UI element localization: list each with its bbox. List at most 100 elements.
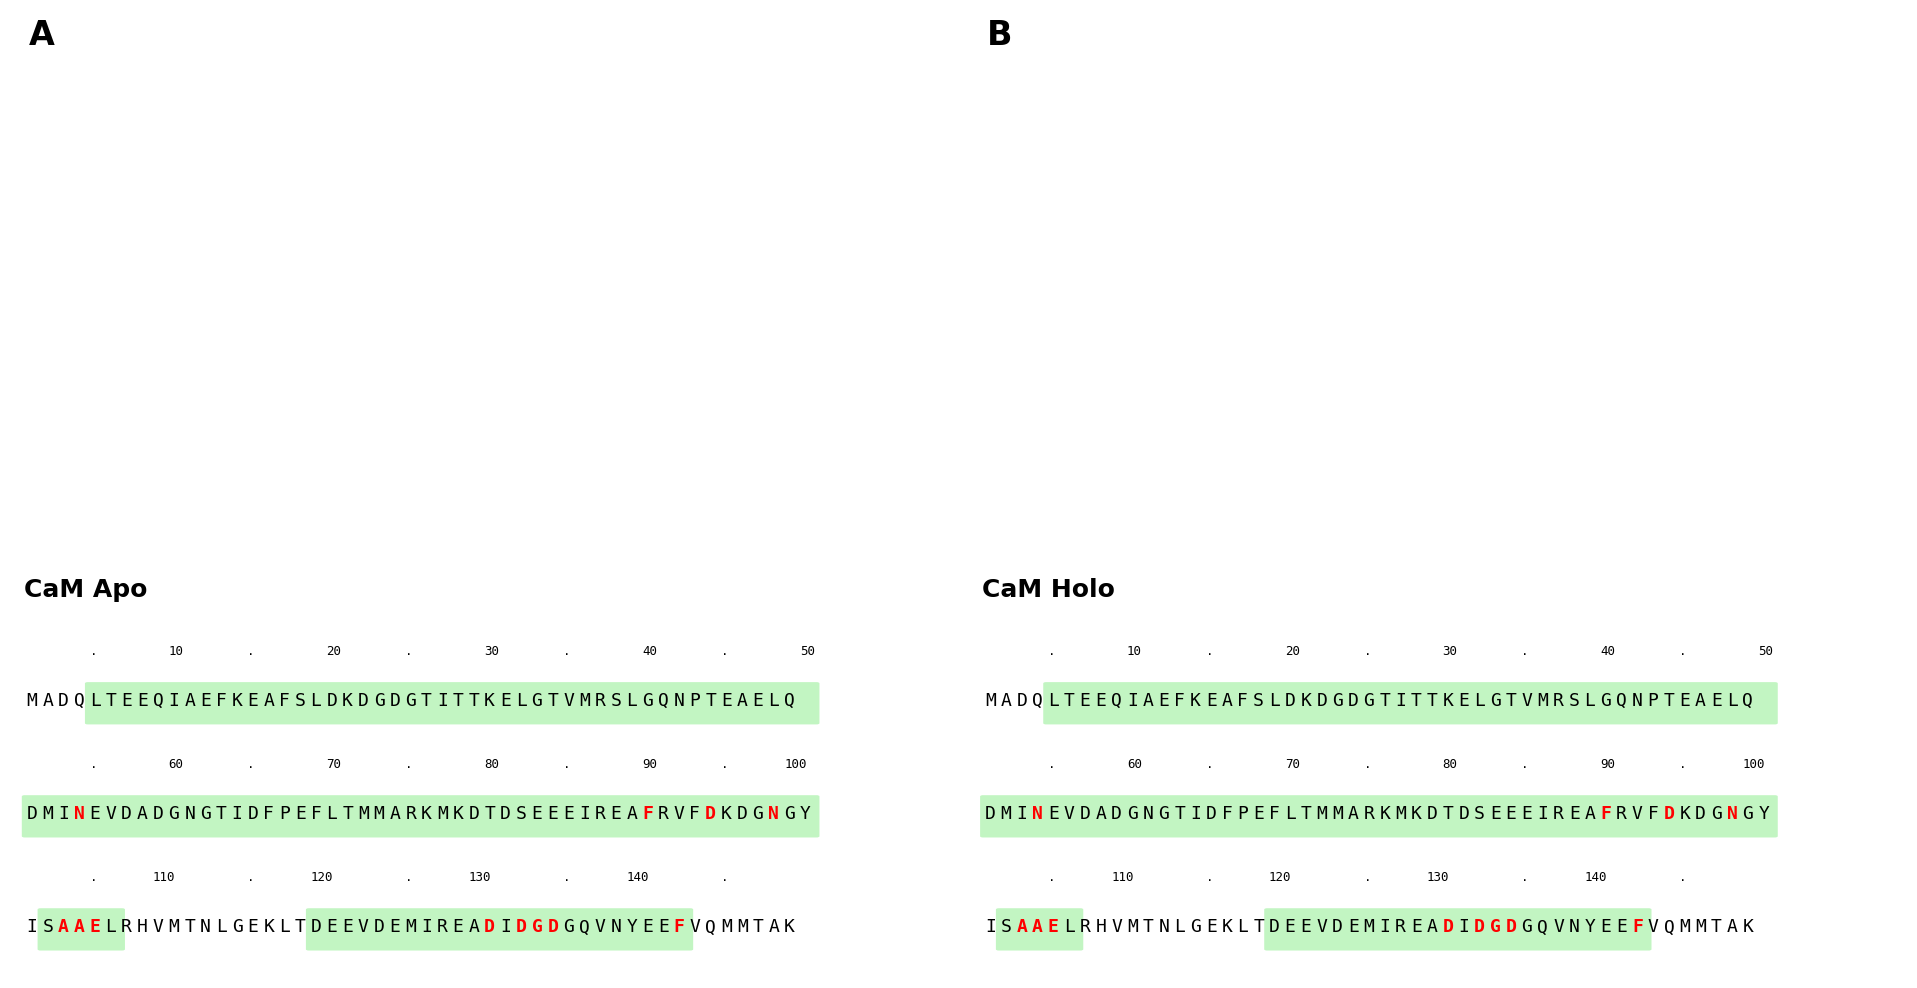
Text: R: R xyxy=(121,919,132,937)
Text: D: D xyxy=(326,693,337,710)
Text: Q: Q xyxy=(1664,919,1674,937)
Text: G: G xyxy=(753,805,763,823)
Text: Q: Q xyxy=(1616,693,1628,710)
Text: M: M xyxy=(404,919,416,937)
Text: .: . xyxy=(1363,644,1371,658)
Text: 10: 10 xyxy=(1127,644,1143,658)
Text: L: L xyxy=(1727,693,1737,710)
Text: .: . xyxy=(247,644,255,658)
Text: M: M xyxy=(42,805,54,823)
Text: 90: 90 xyxy=(1601,758,1616,771)
Text: R: R xyxy=(1363,805,1374,823)
Text: A: A xyxy=(627,805,636,823)
Text: N: N xyxy=(1158,919,1169,937)
Text: A: A xyxy=(468,919,479,937)
Text: G: G xyxy=(564,919,573,937)
Text: .: . xyxy=(1522,758,1530,771)
Text: .: . xyxy=(247,758,255,771)
Text: F: F xyxy=(642,805,654,823)
Text: T: T xyxy=(485,805,495,823)
Text: E: E xyxy=(1601,919,1612,937)
Text: T: T xyxy=(184,919,196,937)
Text: D: D xyxy=(1317,693,1327,710)
Text: E: E xyxy=(295,805,305,823)
Text: D: D xyxy=(485,919,495,937)
Text: 70: 70 xyxy=(326,758,341,771)
Text: D: D xyxy=(27,805,36,823)
FancyBboxPatch shape xyxy=(21,795,819,838)
Text: K: K xyxy=(1743,919,1754,937)
Text: K: K xyxy=(485,693,495,710)
Text: Q: Q xyxy=(658,693,669,710)
Text: I: I xyxy=(1396,693,1405,710)
Text: E: E xyxy=(1568,805,1580,823)
Text: K: K xyxy=(422,805,431,823)
Text: 140: 140 xyxy=(1585,870,1606,883)
Text: S: S xyxy=(42,919,54,937)
Text: F: F xyxy=(1601,805,1612,823)
Text: A: A xyxy=(1143,693,1154,710)
Text: D: D xyxy=(1664,805,1674,823)
Text: P: P xyxy=(690,693,700,710)
FancyBboxPatch shape xyxy=(38,908,125,950)
Text: T: T xyxy=(1442,805,1453,823)
Text: 40: 40 xyxy=(1601,644,1616,658)
Text: A: A xyxy=(1221,693,1233,710)
Text: T: T xyxy=(1143,919,1154,937)
Text: G: G xyxy=(1522,919,1532,937)
Text: .: . xyxy=(1363,870,1371,883)
Text: T: T xyxy=(1300,805,1311,823)
Text: E: E xyxy=(1300,919,1311,937)
Text: E: E xyxy=(199,693,211,710)
Text: G: G xyxy=(374,693,385,710)
Text: D: D xyxy=(1459,805,1468,823)
Text: A: A xyxy=(75,919,84,937)
Text: L: L xyxy=(769,693,778,710)
FancyBboxPatch shape xyxy=(307,908,694,950)
Text: .: . xyxy=(1679,758,1687,771)
Text: .: . xyxy=(1049,758,1056,771)
Text: A: A xyxy=(1016,919,1028,937)
Text: A: A xyxy=(1001,693,1012,710)
Text: E: E xyxy=(721,693,732,710)
Text: D: D xyxy=(1348,693,1359,710)
Text: N: N xyxy=(1727,805,1737,823)
Text: V: V xyxy=(1631,805,1643,823)
Text: E: E xyxy=(452,919,464,937)
Text: E: E xyxy=(531,805,543,823)
Text: L: L xyxy=(1474,693,1486,710)
Text: V: V xyxy=(358,919,368,937)
Text: A: A xyxy=(389,805,401,823)
Text: A: A xyxy=(42,693,54,710)
Text: I: I xyxy=(1190,805,1200,823)
Text: F: F xyxy=(217,693,226,710)
Text: L: L xyxy=(516,693,527,710)
Text: R: R xyxy=(594,693,606,710)
Text: Q: Q xyxy=(784,693,796,710)
Text: .: . xyxy=(721,870,728,883)
Text: .: . xyxy=(90,870,98,883)
Text: F: F xyxy=(1631,919,1643,937)
Text: E: E xyxy=(564,805,573,823)
Text: B: B xyxy=(987,19,1012,52)
Text: D: D xyxy=(705,805,717,823)
Text: M: M xyxy=(1001,805,1012,823)
Text: D: D xyxy=(468,805,479,823)
Text: Q: Q xyxy=(1031,693,1043,710)
Text: M: M xyxy=(169,919,180,937)
Text: G: G xyxy=(531,693,543,710)
Text: Y: Y xyxy=(627,919,636,937)
Text: G: G xyxy=(199,805,211,823)
Text: A: A xyxy=(1095,805,1106,823)
Text: L: L xyxy=(1269,693,1281,710)
Text: A: A xyxy=(1426,919,1438,937)
Text: A: A xyxy=(58,919,69,937)
Text: R: R xyxy=(594,805,606,823)
Text: E: E xyxy=(1522,805,1532,823)
Text: V: V xyxy=(1649,919,1658,937)
Text: E: E xyxy=(1158,693,1169,710)
Text: L: L xyxy=(1284,805,1296,823)
Text: S: S xyxy=(516,805,527,823)
Text: 50: 50 xyxy=(799,644,815,658)
Text: I: I xyxy=(1459,919,1468,937)
